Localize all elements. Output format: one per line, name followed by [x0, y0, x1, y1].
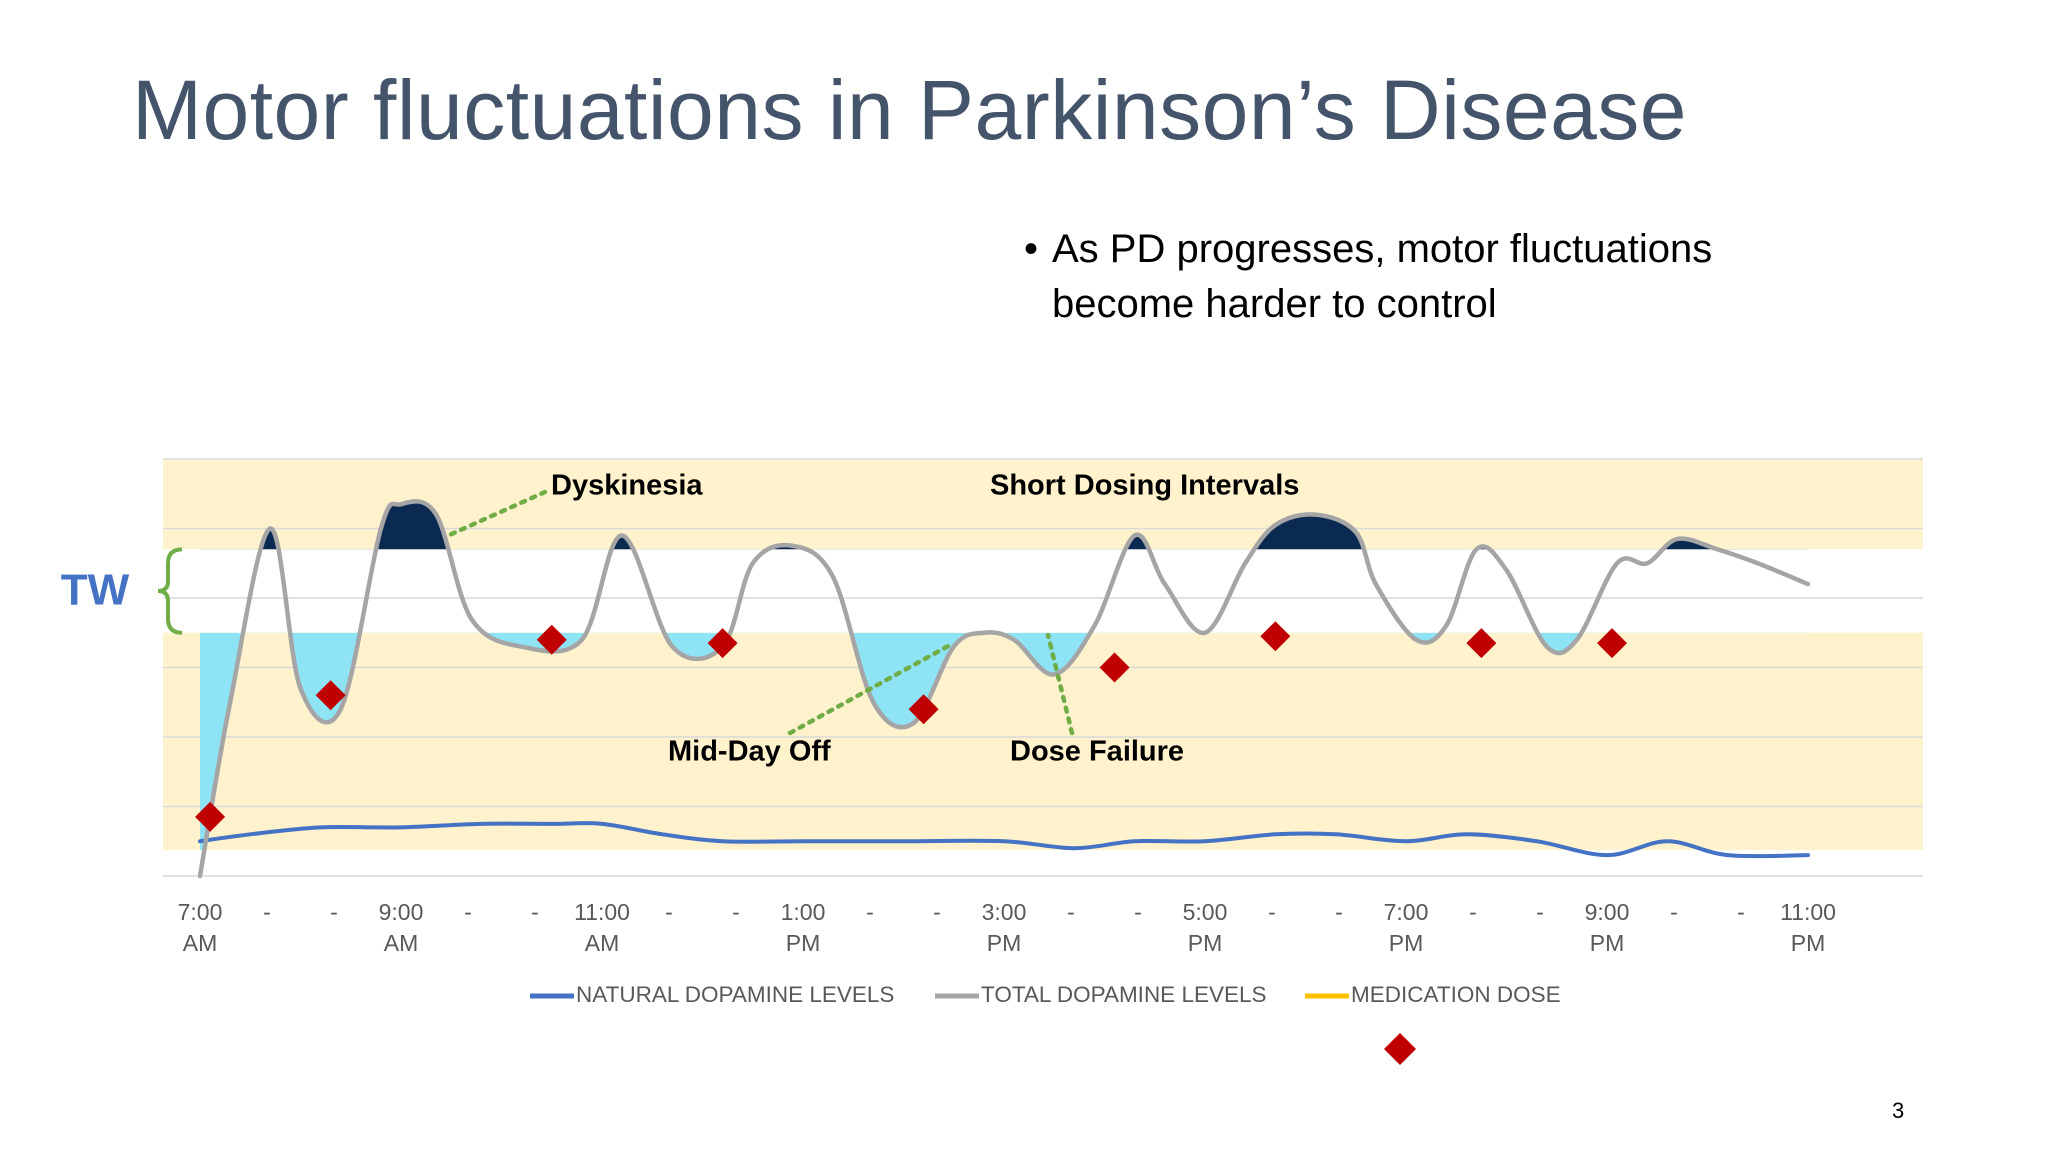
bullet-dot: •	[1024, 227, 1039, 271]
x-tick-label: -	[1670, 899, 1678, 925]
x-tick-label: -	[1536, 899, 1544, 925]
legend: NATURAL DOPAMINE LEVELS TOTAL DOPAMINE LE…	[530, 982, 1561, 1065]
x-tick-label: -	[866, 899, 874, 925]
dyskinesia-zone-band	[163, 459, 1923, 550]
therapeutic-window-band	[163, 549, 1923, 633]
x-tick-label: 11:00	[574, 899, 630, 925]
dose-marker	[707, 628, 738, 659]
legend-label: MEDICATION DOSE	[1351, 982, 1561, 1007]
x-tick-label: 5:00	[1183, 899, 1228, 925]
x-tick-label: 7:00	[1384, 899, 1429, 925]
background-bands	[163, 459, 1923, 850]
x-tick-label: -	[933, 899, 941, 925]
x-tick-label: -	[1335, 899, 1343, 925]
x-tick-label: -	[1469, 899, 1477, 925]
annotation-label: Dyskinesia	[551, 470, 703, 502]
legend-label: TOTAL DOPAMINE LEVELS	[981, 982, 1267, 1007]
legend-label: NATURAL DOPAMINE LEVELS	[576, 982, 894, 1007]
x-tick-sublabel: AM	[585, 930, 620, 956]
dose-marker	[1099, 652, 1130, 683]
x-tick-sublabel: PM	[1590, 930, 1625, 956]
x-tick-label: -	[531, 899, 539, 925]
x-tick-label: 11:00	[1780, 899, 1836, 925]
x-tick-label: 3:00	[982, 899, 1027, 925]
bullet-point: • As PD progresses, motor fluctuations b…	[1024, 222, 1784, 332]
x-tick-label: -	[1067, 899, 1075, 925]
annotation-pointer	[1045, 632, 1075, 736]
dose-marker	[1597, 628, 1628, 659]
x-tick-sublabel: PM	[987, 930, 1022, 956]
dose-marker	[1466, 628, 1497, 659]
natural-dopamine-line	[198, 821, 1810, 859]
x-tick-label: 9:00	[379, 899, 424, 925]
bullet-text: As PD progresses, motor fluctuations bec…	[1052, 227, 1713, 326]
tw-label: TW	[61, 566, 130, 615]
x-tick-label: -	[464, 899, 472, 925]
x-tick-label: -	[665, 899, 673, 925]
x-tick-sublabel: PM	[1188, 930, 1223, 956]
x-tick-label: 9:00	[1585, 899, 1630, 925]
annotation-label: Mid-Day Off	[668, 736, 831, 768]
slide-title: Motor fluctuations in Parkinson’s Diseas…	[132, 63, 1688, 157]
dose-marker	[908, 694, 939, 725]
dose-marker	[195, 801, 226, 832]
page-number: 3	[1892, 1098, 1905, 1123]
annotations: Dyskinesia Short Dosing Intervals Mid-Day …	[442, 470, 1299, 768]
tw-bracket	[157, 547, 183, 635]
x-tick-sublabel: PM	[1791, 930, 1826, 956]
x-tick-label: -	[1268, 899, 1276, 925]
x-tick-label: -	[1134, 899, 1142, 925]
x-tick-label: 7:00	[178, 899, 223, 925]
total-dopamine-line	[197, 499, 1811, 879]
x-tick-label: -	[732, 899, 740, 925]
series-lines	[197, 499, 1811, 879]
x-tick-sublabel: AM	[384, 930, 419, 956]
dose-marker	[315, 680, 346, 711]
x-axis-ticks: 7:00 AM - - 9:00 AM - - 11:00 AM - - 1:00 PM - - 3:00 PM -…	[178, 899, 1836, 956]
x-tick-label: -	[330, 899, 338, 925]
x-tick-sublabel: PM	[786, 930, 821, 956]
x-tick-sublabel: PM	[1389, 930, 1424, 956]
dose-marker	[536, 624, 567, 655]
x-tick-label: 1:00	[781, 899, 826, 925]
legend-dose-marker	[1384, 1033, 1416, 1065]
dose-markers	[195, 621, 1628, 832]
dose-marker	[1260, 621, 1291, 652]
annotation-label: Short Dosing Intervals	[990, 470, 1299, 502]
x-tick-label: -	[1737, 899, 1745, 925]
therapeutic-window-label: TW	[61, 547, 183, 635]
x-tick-label: -	[263, 899, 271, 925]
annotation-pointer	[787, 642, 953, 736]
annotation-label: Dose Failure	[1010, 736, 1184, 768]
x-tick-sublabel: AM	[183, 930, 218, 956]
annotation-pointer	[442, 489, 548, 540]
